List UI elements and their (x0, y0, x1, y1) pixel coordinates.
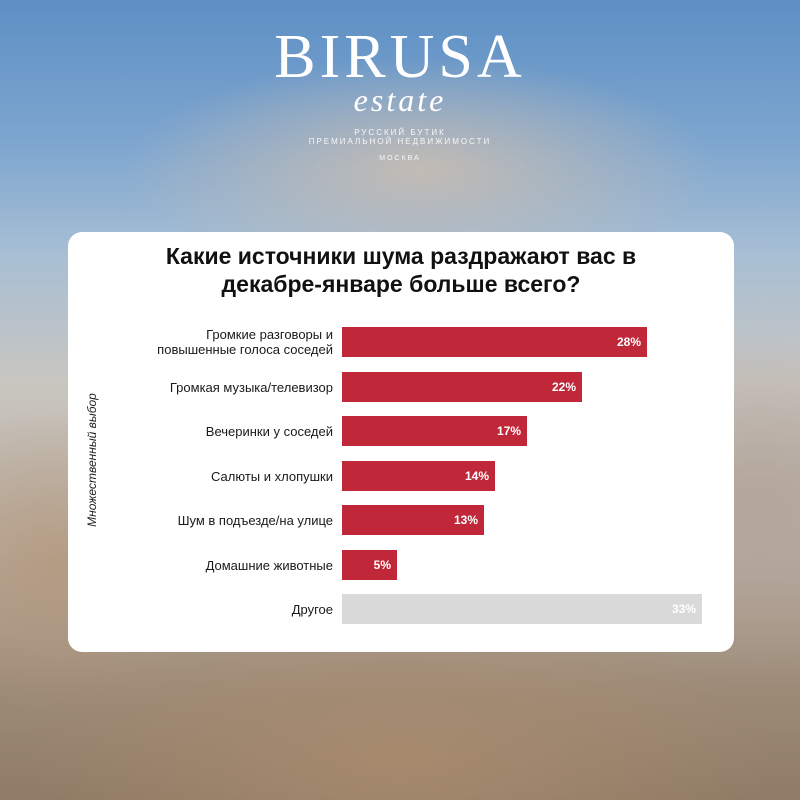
bar-row: Вечеринки у соседей 17% (68, 416, 734, 446)
value-label: 13% (453, 513, 478, 527)
bar-row: Шум в подъезде/на улице 13% (68, 505, 734, 535)
value-label: 22% (551, 380, 576, 394)
brand-tagline-1: РУССКИЙ БУТИК (354, 128, 446, 137)
brand-tagline-2: ПРЕМИАЛЬНОЙ НЕДВИЖИМОСТИ (308, 137, 492, 146)
bar (342, 416, 527, 446)
bar (342, 550, 397, 580)
brand-city: МОСКВА (379, 155, 421, 162)
chart-title-line-1: Какие источники шума раздражают вас в (165, 243, 637, 269)
category-label: Шум в подъезде/на улице (177, 512, 333, 528)
category-label: Вечеринки у соседей (205, 423, 333, 439)
chart-card: Какие источники шума раздражают вас в де… (68, 232, 734, 652)
bar-row: Домашние животные 5% (68, 550, 734, 580)
category-label: Громкие разговоры и повышенные голоса со… (157, 327, 333, 357)
brand-logo: BIRUSA estate РУССКИЙ БУТИК ПРЕМИАЛЬНОЙ … (0, 0, 800, 230)
category-label: Другое (291, 601, 333, 617)
bar (342, 461, 495, 491)
bar (342, 505, 484, 535)
bar-row: Громкая музыка/телевизор 22% (68, 372, 734, 402)
bar-row: Салюты и хлопушки 14% (68, 461, 734, 491)
value-label: 17% (496, 424, 521, 438)
category-label: Салюты и хлопушки (211, 468, 333, 484)
bar (342, 594, 702, 624)
brand-subtitle: estate (353, 82, 447, 118)
chart-title: Какие источники шума раздражают вас в де… (68, 242, 734, 298)
category-label: Домашние животные (205, 557, 333, 573)
value-label: 33% (671, 602, 696, 616)
bar (342, 327, 647, 357)
value-label: 28% (616, 335, 641, 349)
chart-title-line-2: декабре-январе больше всего? (221, 271, 581, 297)
bar (342, 372, 582, 402)
brand-name: BIRUSA (274, 23, 526, 91)
value-label: 5% (373, 558, 391, 572)
bar-row: Другое 33% (68, 594, 734, 624)
value-label: 14% (464, 469, 489, 483)
bar-row: Громкие разговоры и повышенные голоса со… (68, 327, 734, 357)
category-label: Громкая музыка/телевизор (169, 379, 333, 395)
